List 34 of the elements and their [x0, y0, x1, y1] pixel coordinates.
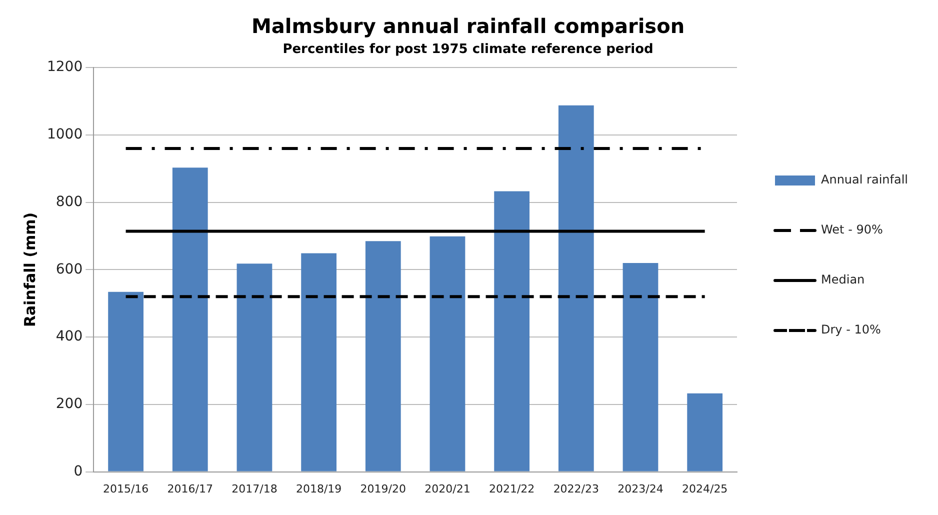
bar	[430, 236, 466, 472]
legend-label: Dry - 10%	[821, 322, 881, 337]
x-tick-label: 2021/22	[488, 482, 535, 496]
y-tick-label: 1200	[46, 59, 83, 76]
legend-label: Median	[821, 272, 865, 287]
chart-subtitle: Percentiles for post 1975 climate reference period	[282, 42, 654, 58]
bar	[494, 191, 530, 472]
bar	[108, 292, 144, 472]
bar	[687, 393, 723, 472]
bar	[365, 241, 401, 472]
x-tick-label: 2023/24	[618, 482, 664, 496]
bar	[558, 105, 594, 472]
x-tick-label: 2024/25	[682, 482, 728, 496]
y-tick-label: 400	[56, 328, 83, 345]
x-tick-label: 2017/18	[232, 482, 278, 496]
legend-label: Annual rainfall	[821, 172, 908, 187]
legend-label: Wet - 90%	[821, 222, 883, 237]
y-tick-label: 1000	[46, 126, 83, 143]
y-tick-label: 0	[74, 463, 83, 480]
bar	[301, 253, 336, 472]
x-tick-label: 2019/20	[360, 482, 406, 496]
y-tick-label: 200	[56, 396, 83, 412]
y-tick-label: 800	[56, 194, 83, 210]
y-axis-title: Rainfall (mm)	[20, 212, 39, 328]
x-tick-label: 2018/19	[296, 482, 342, 496]
bar	[172, 168, 208, 472]
x-tick-label: 2020/21	[424, 482, 470, 496]
x-tick-label: 2016/17	[167, 482, 213, 496]
chart-title: Malmsbury annual rainfall comparison	[251, 14, 685, 38]
x-tick-label: 2015/16	[102, 482, 149, 496]
x-tick-label: 2022/23	[553, 482, 600, 496]
bar	[236, 264, 272, 472]
y-tick-label: 600	[56, 261, 83, 278]
bar	[622, 262, 658, 472]
